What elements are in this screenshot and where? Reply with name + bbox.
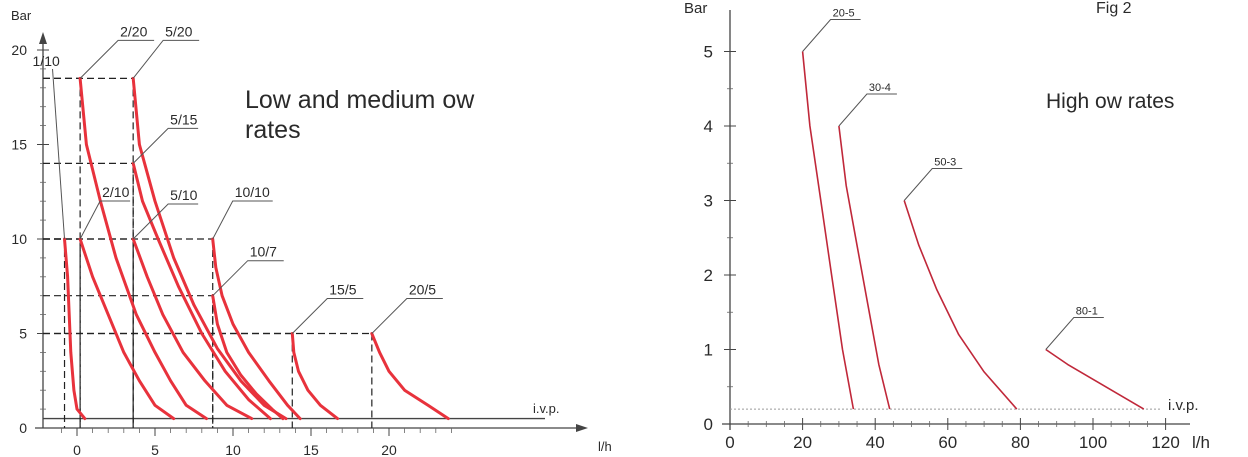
left-y-tick-label: 5 <box>19 326 27 342</box>
right-label-20-5: 20-5 <box>833 8 855 20</box>
right-chart-title: High ow rates <box>1046 90 1174 113</box>
left-y-axis-label: Bar <box>11 8 32 23</box>
low-medium-flow-chart: Bar Low and medium ow rates 0 5 10 15 20 0 5 10… <box>11 8 612 457</box>
left-label-1-10: 1/10 <box>33 53 60 69</box>
left-label-5-15: 5/15 <box>170 111 197 127</box>
right-ivp-label: i.v.p. <box>1168 397 1199 414</box>
right-x-tick-label: 60 <box>938 433 957 452</box>
left-x-tick-label: 15 <box>303 442 319 457</box>
right-fig-label: Fig 2 <box>1096 0 1132 17</box>
left-leader-10-10 <box>212 200 273 240</box>
right-y-tick-label: 5 <box>704 43 713 62</box>
left-x-axis-arrow <box>576 424 588 432</box>
left-leader-5-10 <box>132 203 199 240</box>
left-curve-10-7 <box>211 294 285 421</box>
right-label-80-1: 80-1 <box>1076 306 1098 318</box>
right-label-50-3: 50-3 <box>934 157 956 169</box>
left-y-axis-arrow <box>39 32 47 44</box>
left-curve-2-20 <box>78 76 208 421</box>
left-curve-20-5 <box>370 332 450 421</box>
left-y-tick-label: 0 <box>19 420 27 436</box>
left-y-tick-label: 20 <box>11 42 27 58</box>
right-x-axis-label: l/h <box>1192 433 1210 452</box>
right-leader-20-5 <box>802 19 861 52</box>
left-x-tick-label: 5 <box>151 442 159 457</box>
left-chart-title-line1: Low and medium ow <box>245 86 475 114</box>
left-x-tick-label: 20 <box>381 442 397 457</box>
left-x-tick-label: 0 <box>73 442 81 457</box>
left-label-2-20: 2/20 <box>120 23 147 39</box>
left-leader-2-10 <box>79 200 131 240</box>
right-x-tick-label: 120 <box>1151 433 1179 452</box>
right-y-axis-label: Bar <box>684 0 707 17</box>
right-curve-30-4 <box>838 125 891 410</box>
right-x-tick-label: 20 <box>793 433 812 452</box>
left-curves <box>63 76 450 421</box>
left-label-5-10: 5/10 <box>170 187 197 203</box>
left-curve-5-20 <box>131 76 288 421</box>
left-leader-5-15 <box>132 127 199 164</box>
left-x-tick-label: 10 <box>225 442 241 457</box>
right-y-tick-label: 0 <box>704 415 713 434</box>
right-x-tick-label: 100 <box>1079 433 1107 452</box>
left-curve-2-10 <box>78 237 176 421</box>
right-label-30-4: 30-4 <box>869 82 891 94</box>
left-label-2-10: 2/10 <box>102 184 129 200</box>
left-leader-5-20 <box>132 39 200 79</box>
left-label-20-5: 20/5 <box>409 282 436 298</box>
right-curve-80-1 <box>1045 348 1145 410</box>
left-chart-title-line2: rates <box>245 116 301 144</box>
right-y-tick-label: 3 <box>704 192 713 211</box>
left-y-tick-label: 15 <box>11 137 27 153</box>
left-leader-20-5 <box>371 298 443 334</box>
left-curve-5-15 <box>131 161 272 421</box>
right-y-tick-label: 1 <box>704 341 713 360</box>
right-x-tick-label: 0 <box>725 433 734 452</box>
right-y-tick-label: 2 <box>704 266 713 285</box>
right-leader-30-4 <box>838 93 897 127</box>
right-curve-20-5 <box>801 51 855 410</box>
left-label-10-7: 10/7 <box>250 244 277 260</box>
left-curve-10-10 <box>211 237 302 421</box>
left-label-15-5: 15/5 <box>329 282 356 298</box>
left-y-tick-label: 10 <box>11 231 27 247</box>
left-leader-1-10 <box>52 68 66 240</box>
right-axes: 0 1 2 3 4 5 0 20 40 60 80 100 120 <box>704 10 1190 452</box>
right-curve-labels: 20-5 30-4 50-3 80-1 <box>802 8 1104 350</box>
right-y-tick-label: 4 <box>704 117 713 136</box>
right-curve-50-3 <box>903 200 1018 410</box>
high-flow-chart: Bar Fig 2 High ow rates 0 1 2 3 4 5 0 20 40 60 80 1… <box>684 0 1210 452</box>
right-leader-50-3 <box>903 168 963 201</box>
left-curve-5-10 <box>131 237 254 421</box>
left-leader-15-5 <box>291 298 364 334</box>
right-x-tick-label: 40 <box>866 433 885 452</box>
right-curves <box>801 51 1145 410</box>
left-leader-10-7 <box>212 260 284 297</box>
left-label-10-10: 10/10 <box>235 184 270 200</box>
left-leader-2-20 <box>79 39 155 79</box>
left-x-axis-label: l/h <box>598 439 612 454</box>
right-x-tick-label: 80 <box>1011 433 1030 452</box>
left-label-5-20: 5/20 <box>165 23 192 39</box>
left-curve-labels: 1/10 2/10 2/20 5/20 5/15 5/10 10/10 10/7 15/5 20/… <box>33 23 443 334</box>
left-curve-1-10 <box>63 237 87 421</box>
left-curve-15-5 <box>290 332 339 421</box>
left-ivp-label: i.v.p. <box>533 401 560 416</box>
right-leader-80-1 <box>1045 317 1104 350</box>
left-guide-lines <box>43 77 373 428</box>
left-axes: 0 5 10 15 20 0 5 10 15 20 <box>11 32 588 457</box>
